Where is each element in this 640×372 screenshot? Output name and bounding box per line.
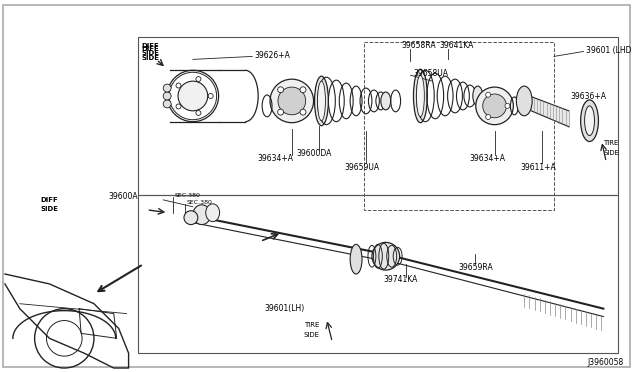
Circle shape bbox=[278, 87, 284, 93]
Circle shape bbox=[208, 93, 213, 99]
Text: 39659UA: 39659UA bbox=[344, 163, 380, 172]
Circle shape bbox=[196, 77, 201, 81]
Ellipse shape bbox=[381, 92, 390, 110]
Text: SIDE: SIDE bbox=[604, 150, 620, 156]
Text: 39658UA: 39658UA bbox=[413, 69, 449, 78]
Text: DIFF
SIDE: DIFF SIDE bbox=[141, 43, 159, 56]
Text: 39636+A: 39636+A bbox=[571, 93, 607, 102]
Circle shape bbox=[505, 103, 510, 108]
Ellipse shape bbox=[580, 100, 598, 141]
Text: DIFF: DIFF bbox=[40, 197, 58, 203]
Text: 39626+A: 39626+A bbox=[254, 51, 290, 60]
Ellipse shape bbox=[372, 243, 399, 270]
Text: TIRE: TIRE bbox=[604, 141, 619, 147]
Circle shape bbox=[176, 83, 181, 88]
Text: J3960058: J3960058 bbox=[587, 357, 623, 366]
Ellipse shape bbox=[417, 75, 424, 117]
Circle shape bbox=[300, 109, 306, 115]
Text: 39659RA: 39659RA bbox=[458, 263, 493, 272]
Circle shape bbox=[196, 110, 201, 115]
Ellipse shape bbox=[350, 244, 362, 274]
Text: 39634+A: 39634+A bbox=[257, 154, 293, 163]
Circle shape bbox=[163, 100, 171, 108]
Ellipse shape bbox=[473, 86, 483, 106]
Circle shape bbox=[486, 115, 491, 119]
Text: DIFF: DIFF bbox=[141, 46, 159, 52]
Text: SEC.380: SEC.380 bbox=[187, 200, 213, 205]
Text: SIDE: SIDE bbox=[303, 332, 319, 339]
Ellipse shape bbox=[413, 69, 428, 123]
Circle shape bbox=[176, 104, 181, 109]
Text: 39600A: 39600A bbox=[109, 192, 138, 201]
FancyBboxPatch shape bbox=[3, 5, 630, 367]
Text: TIRE: TIRE bbox=[304, 323, 319, 328]
Text: 39601(LH): 39601(LH) bbox=[265, 304, 305, 313]
Ellipse shape bbox=[184, 211, 198, 225]
Ellipse shape bbox=[278, 87, 306, 115]
Ellipse shape bbox=[178, 81, 208, 111]
Text: 39601 (LHD: 39601 (LHD bbox=[586, 46, 631, 55]
Text: SIDE: SIDE bbox=[141, 55, 159, 61]
Text: SIDE: SIDE bbox=[40, 206, 58, 212]
Ellipse shape bbox=[193, 205, 211, 225]
Ellipse shape bbox=[476, 87, 513, 125]
Ellipse shape bbox=[270, 79, 314, 123]
Ellipse shape bbox=[317, 81, 325, 121]
Ellipse shape bbox=[584, 106, 595, 135]
Text: 39634+A: 39634+A bbox=[470, 154, 506, 163]
Ellipse shape bbox=[314, 76, 328, 126]
Circle shape bbox=[278, 109, 284, 115]
Circle shape bbox=[300, 87, 306, 93]
Text: SEC.380: SEC.380 bbox=[175, 193, 201, 198]
Text: 39600DA: 39600DA bbox=[297, 149, 332, 158]
Text: 39741KA: 39741KA bbox=[384, 276, 418, 285]
Circle shape bbox=[163, 84, 171, 92]
Text: 39641KA: 39641KA bbox=[439, 41, 474, 50]
Text: 39658RA: 39658RA bbox=[401, 41, 436, 50]
Ellipse shape bbox=[516, 86, 532, 116]
Circle shape bbox=[486, 92, 491, 97]
Circle shape bbox=[163, 92, 171, 100]
Ellipse shape bbox=[483, 94, 506, 118]
Ellipse shape bbox=[205, 204, 220, 222]
Text: 39611+A: 39611+A bbox=[520, 163, 556, 172]
